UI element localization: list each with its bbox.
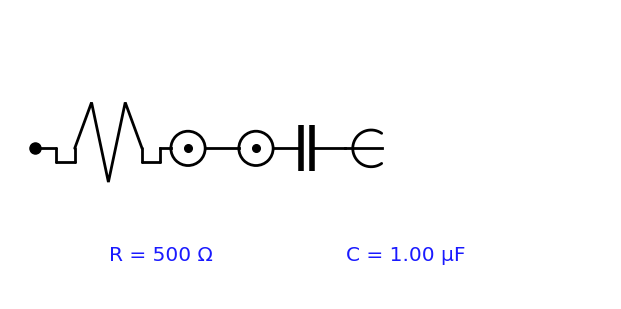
Text: R = 500 Ω: R = 500 Ω [109, 246, 212, 265]
Text: C = 1.00 μF: C = 1.00 μF [346, 246, 465, 265]
